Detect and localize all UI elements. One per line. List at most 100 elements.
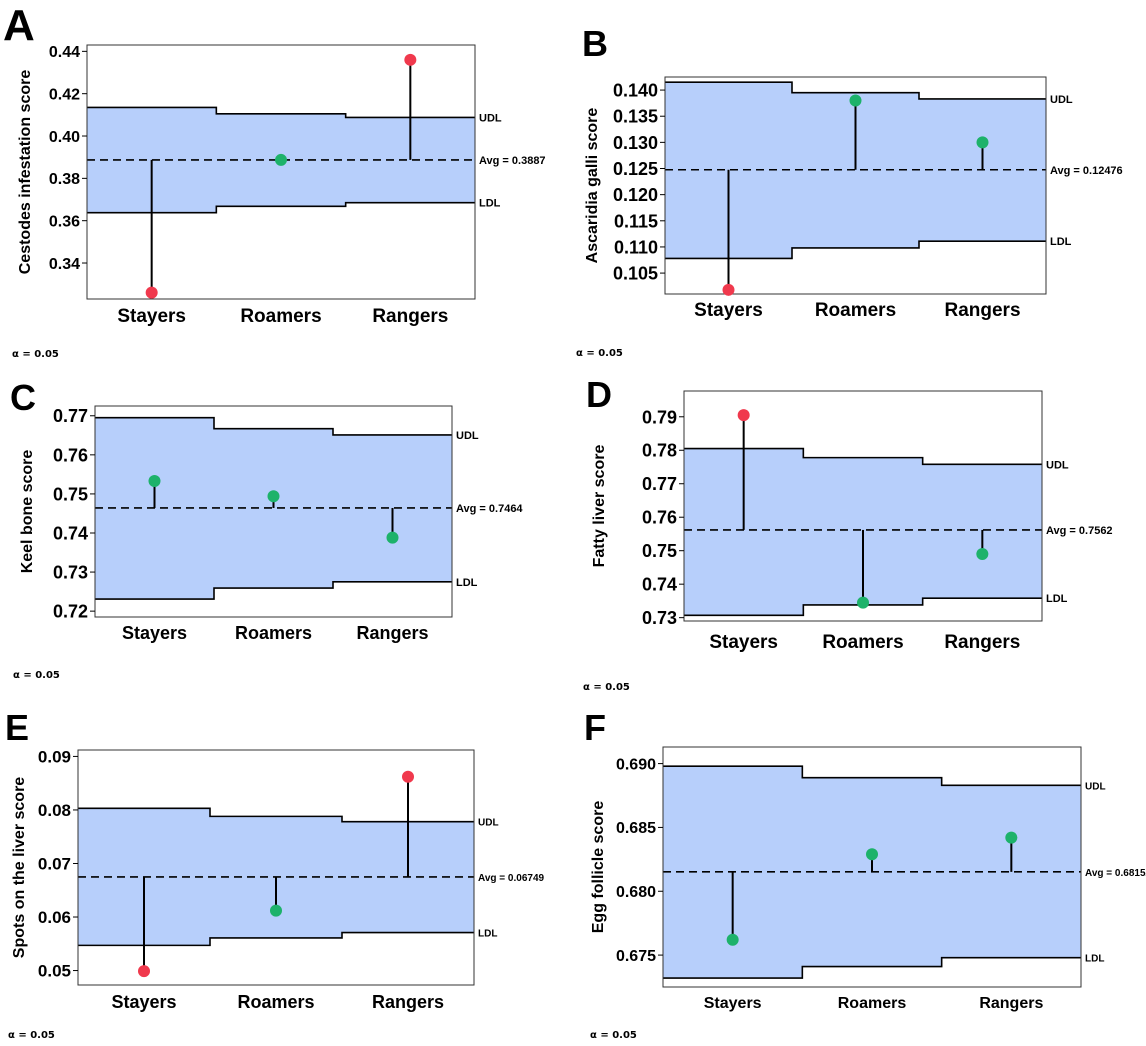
plot-frame bbox=[94, 405, 453, 618]
ldl-label: LDL bbox=[1046, 593, 1068, 605]
x-tick-label: Rangers bbox=[944, 300, 1020, 321]
group-point bbox=[849, 94, 862, 107]
ldl-line bbox=[665, 240, 1046, 260]
group-point bbox=[145, 286, 158, 299]
decision-band bbox=[665, 82, 1046, 259]
y-tick-label: 0.75 bbox=[53, 484, 88, 504]
udl-label: UDL bbox=[1085, 781, 1106, 792]
alpha-label: α = 0.05 bbox=[583, 682, 630, 693]
panel-letter: B bbox=[582, 23, 608, 64]
ldl-label: LDL bbox=[1050, 236, 1072, 248]
udl-line bbox=[684, 447, 1042, 466]
x-tick-label: Roamers bbox=[237, 992, 314, 1012]
plot-frame bbox=[77, 749, 475, 986]
y-tick-label: 0.110 bbox=[614, 237, 658, 257]
x-tick-label: Stayers bbox=[694, 300, 763, 321]
y-tick-label: 0.140 bbox=[613, 81, 658, 101]
y-tick-label: 0.74 bbox=[53, 523, 88, 543]
y-tick-label: 0.76 bbox=[642, 508, 677, 528]
x-tick-label: Roamers bbox=[822, 632, 903, 653]
udl-label: UDL bbox=[1050, 94, 1073, 106]
avg-label: Avg = 0.12476 bbox=[1050, 165, 1123, 177]
udl-label: UDL bbox=[456, 430, 479, 442]
group-point bbox=[138, 965, 150, 978]
y-tick-label: 0.44 bbox=[49, 44, 80, 61]
y-tick-label: 0.680 bbox=[616, 884, 656, 901]
y-axis-label: Keel bone score bbox=[19, 450, 36, 574]
y-tick-label: 0.06 bbox=[38, 908, 71, 927]
alpha-label: α = 0.05 bbox=[576, 348, 623, 359]
avg-label: Avg = 0.3887 bbox=[479, 155, 546, 167]
y-axis-label: Fatty liver score bbox=[591, 445, 608, 568]
decision-band bbox=[95, 417, 452, 600]
avg-label: Avg = 0.06749 bbox=[478, 873, 545, 884]
y-tick-label: 0.77 bbox=[642, 474, 677, 494]
ldl-label: LDL bbox=[478, 929, 497, 940]
plot-frame bbox=[683, 390, 1043, 622]
ldl-line bbox=[95, 581, 452, 600]
udl-line bbox=[95, 416, 452, 436]
x-tick-label: Roamers bbox=[235, 623, 312, 643]
y-axis-label: Ascaridia galli score bbox=[584, 108, 601, 264]
y-tick-label: 0.78 bbox=[642, 441, 677, 461]
x-tick-label: Roamers bbox=[240, 306, 321, 327]
alpha-label: α = 0.05 bbox=[8, 1030, 55, 1041]
udl-label: UDL bbox=[1046, 459, 1069, 471]
group-point bbox=[275, 153, 287, 166]
y-tick-label: 0.690 bbox=[616, 756, 656, 773]
group-point bbox=[976, 548, 989, 561]
x-tick-label: Stayers bbox=[709, 632, 778, 653]
alpha-label: α = 0.05 bbox=[12, 349, 59, 360]
ldl-label: LDL bbox=[479, 198, 501, 210]
y-tick-label: 0.34 bbox=[49, 256, 80, 273]
udl-line bbox=[665, 81, 1046, 100]
x-tick-label: Rangers bbox=[944, 632, 1020, 653]
y-tick-label: 0.09 bbox=[38, 748, 71, 767]
panel-letter: A bbox=[3, 1, 35, 50]
panel-letter: D bbox=[586, 374, 612, 415]
panel-letter: C bbox=[10, 377, 36, 418]
alpha-label: α = 0.05 bbox=[13, 670, 60, 681]
y-tick-label: 0.675 bbox=[616, 948, 656, 965]
panel-letter: F bbox=[584, 707, 606, 748]
group-point bbox=[386, 531, 399, 544]
y-tick-label: 0.120 bbox=[613, 185, 658, 205]
x-tick-label: Stayers bbox=[704, 995, 762, 1012]
x-tick-label: Rangers bbox=[372, 992, 444, 1012]
y-tick-label: 0.72 bbox=[53, 602, 88, 622]
alpha-label: α = 0.05 bbox=[590, 1030, 637, 1041]
y-tick-label: 0.07 bbox=[38, 855, 71, 874]
group-point bbox=[1005, 831, 1018, 844]
y-tick-label: 0.38 bbox=[49, 171, 80, 188]
chart-panel-c: 0.72 0.73 0.74 0.75 0.76 0.77 Stayers Roamers Ra… bbox=[10, 377, 523, 681]
y-tick-label: 0.08 bbox=[38, 801, 71, 820]
y-tick-label: 0.05 bbox=[38, 962, 71, 981]
plot-frame bbox=[662, 746, 1082, 988]
x-tick-label: Rangers bbox=[372, 306, 448, 327]
x-tick-label: Rangers bbox=[356, 623, 428, 643]
y-tick-label: 0.105 bbox=[613, 264, 658, 284]
chart-panel-b: 0.105 0.110 0.115 0.120 0.125 0.130 0.135 0.140… bbox=[576, 23, 1123, 359]
ldl-label: LDL bbox=[1085, 954, 1104, 965]
y-tick-label: 0.40 bbox=[49, 129, 80, 146]
y-tick-label: 0.125 bbox=[613, 159, 658, 179]
ldl-line bbox=[87, 201, 475, 214]
y-axis-label: Cestodes infestation score bbox=[17, 70, 34, 275]
x-tick-label: Roamers bbox=[838, 995, 907, 1012]
group-point bbox=[726, 933, 739, 946]
y-tick-label: 0.74 bbox=[642, 575, 677, 595]
chart-panel-d: 0.73 0.74 0.75 0.76 0.77 0.78 0.79 Stayers Roame… bbox=[583, 374, 1113, 693]
y-tick-label: 0.75 bbox=[642, 541, 677, 561]
x-tick-label: Roamers bbox=[815, 300, 896, 321]
ldl-label: LDL bbox=[456, 577, 478, 589]
y-tick-label: 0.76 bbox=[53, 445, 88, 465]
y-tick-label: 0.73 bbox=[53, 563, 88, 583]
chart-panel-f: 0.675 0.680 0.685 0.690 Stayers Roamers Ranger… bbox=[584, 707, 1146, 1041]
ldl-line bbox=[663, 956, 1081, 979]
udl-line bbox=[87, 106, 475, 119]
panel-letter: E bbox=[5, 707, 29, 748]
x-tick-label: Stayers bbox=[117, 306, 186, 327]
group-point bbox=[270, 904, 282, 917]
group-point bbox=[857, 596, 869, 609]
